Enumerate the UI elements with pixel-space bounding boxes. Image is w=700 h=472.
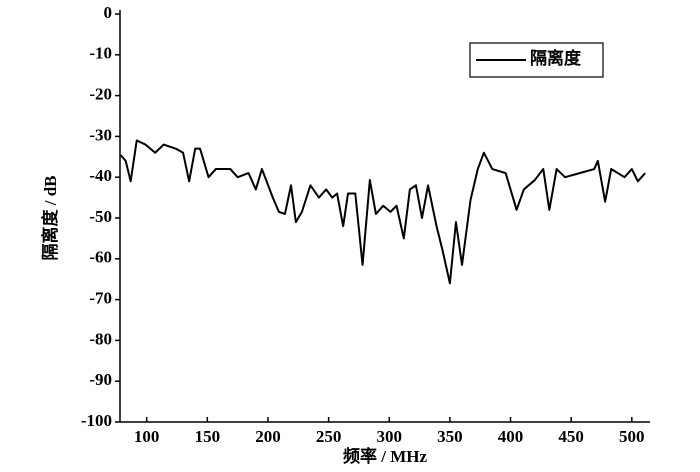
x-tick-label: 250 <box>316 427 342 446</box>
y-axis-label: 隔离度 / dB <box>40 175 60 260</box>
x-tick-label: 450 <box>558 427 584 446</box>
y-tick-label: -80 <box>89 329 112 348</box>
y-tick-label: -90 <box>89 370 112 389</box>
data-line <box>119 139 646 285</box>
x-axis-label: 频率 / MHz <box>343 446 427 466</box>
y-tick-label: -50 <box>89 207 112 226</box>
y-tick-label: -20 <box>89 85 112 104</box>
legend-label: 隔离度 <box>530 48 582 68</box>
y-tick-label: -40 <box>89 166 112 185</box>
x-tick-label: 150 <box>195 427 221 446</box>
y-tick-label: 0 <box>104 3 113 22</box>
x-tick-label: 350 <box>437 427 463 446</box>
y-tick-label: -10 <box>89 44 112 63</box>
y-tick-label: -100 <box>81 411 112 430</box>
x-tick-label: 300 <box>376 427 402 446</box>
x-tick-label: 400 <box>498 427 524 446</box>
x-tick-label: 200 <box>255 427 281 446</box>
y-tick-label: -30 <box>89 125 112 144</box>
x-tick-label: 100 <box>134 427 160 446</box>
x-tick-label: 500 <box>619 427 645 446</box>
y-tick-label: -70 <box>89 289 112 308</box>
y-tick-label: -60 <box>89 248 112 267</box>
